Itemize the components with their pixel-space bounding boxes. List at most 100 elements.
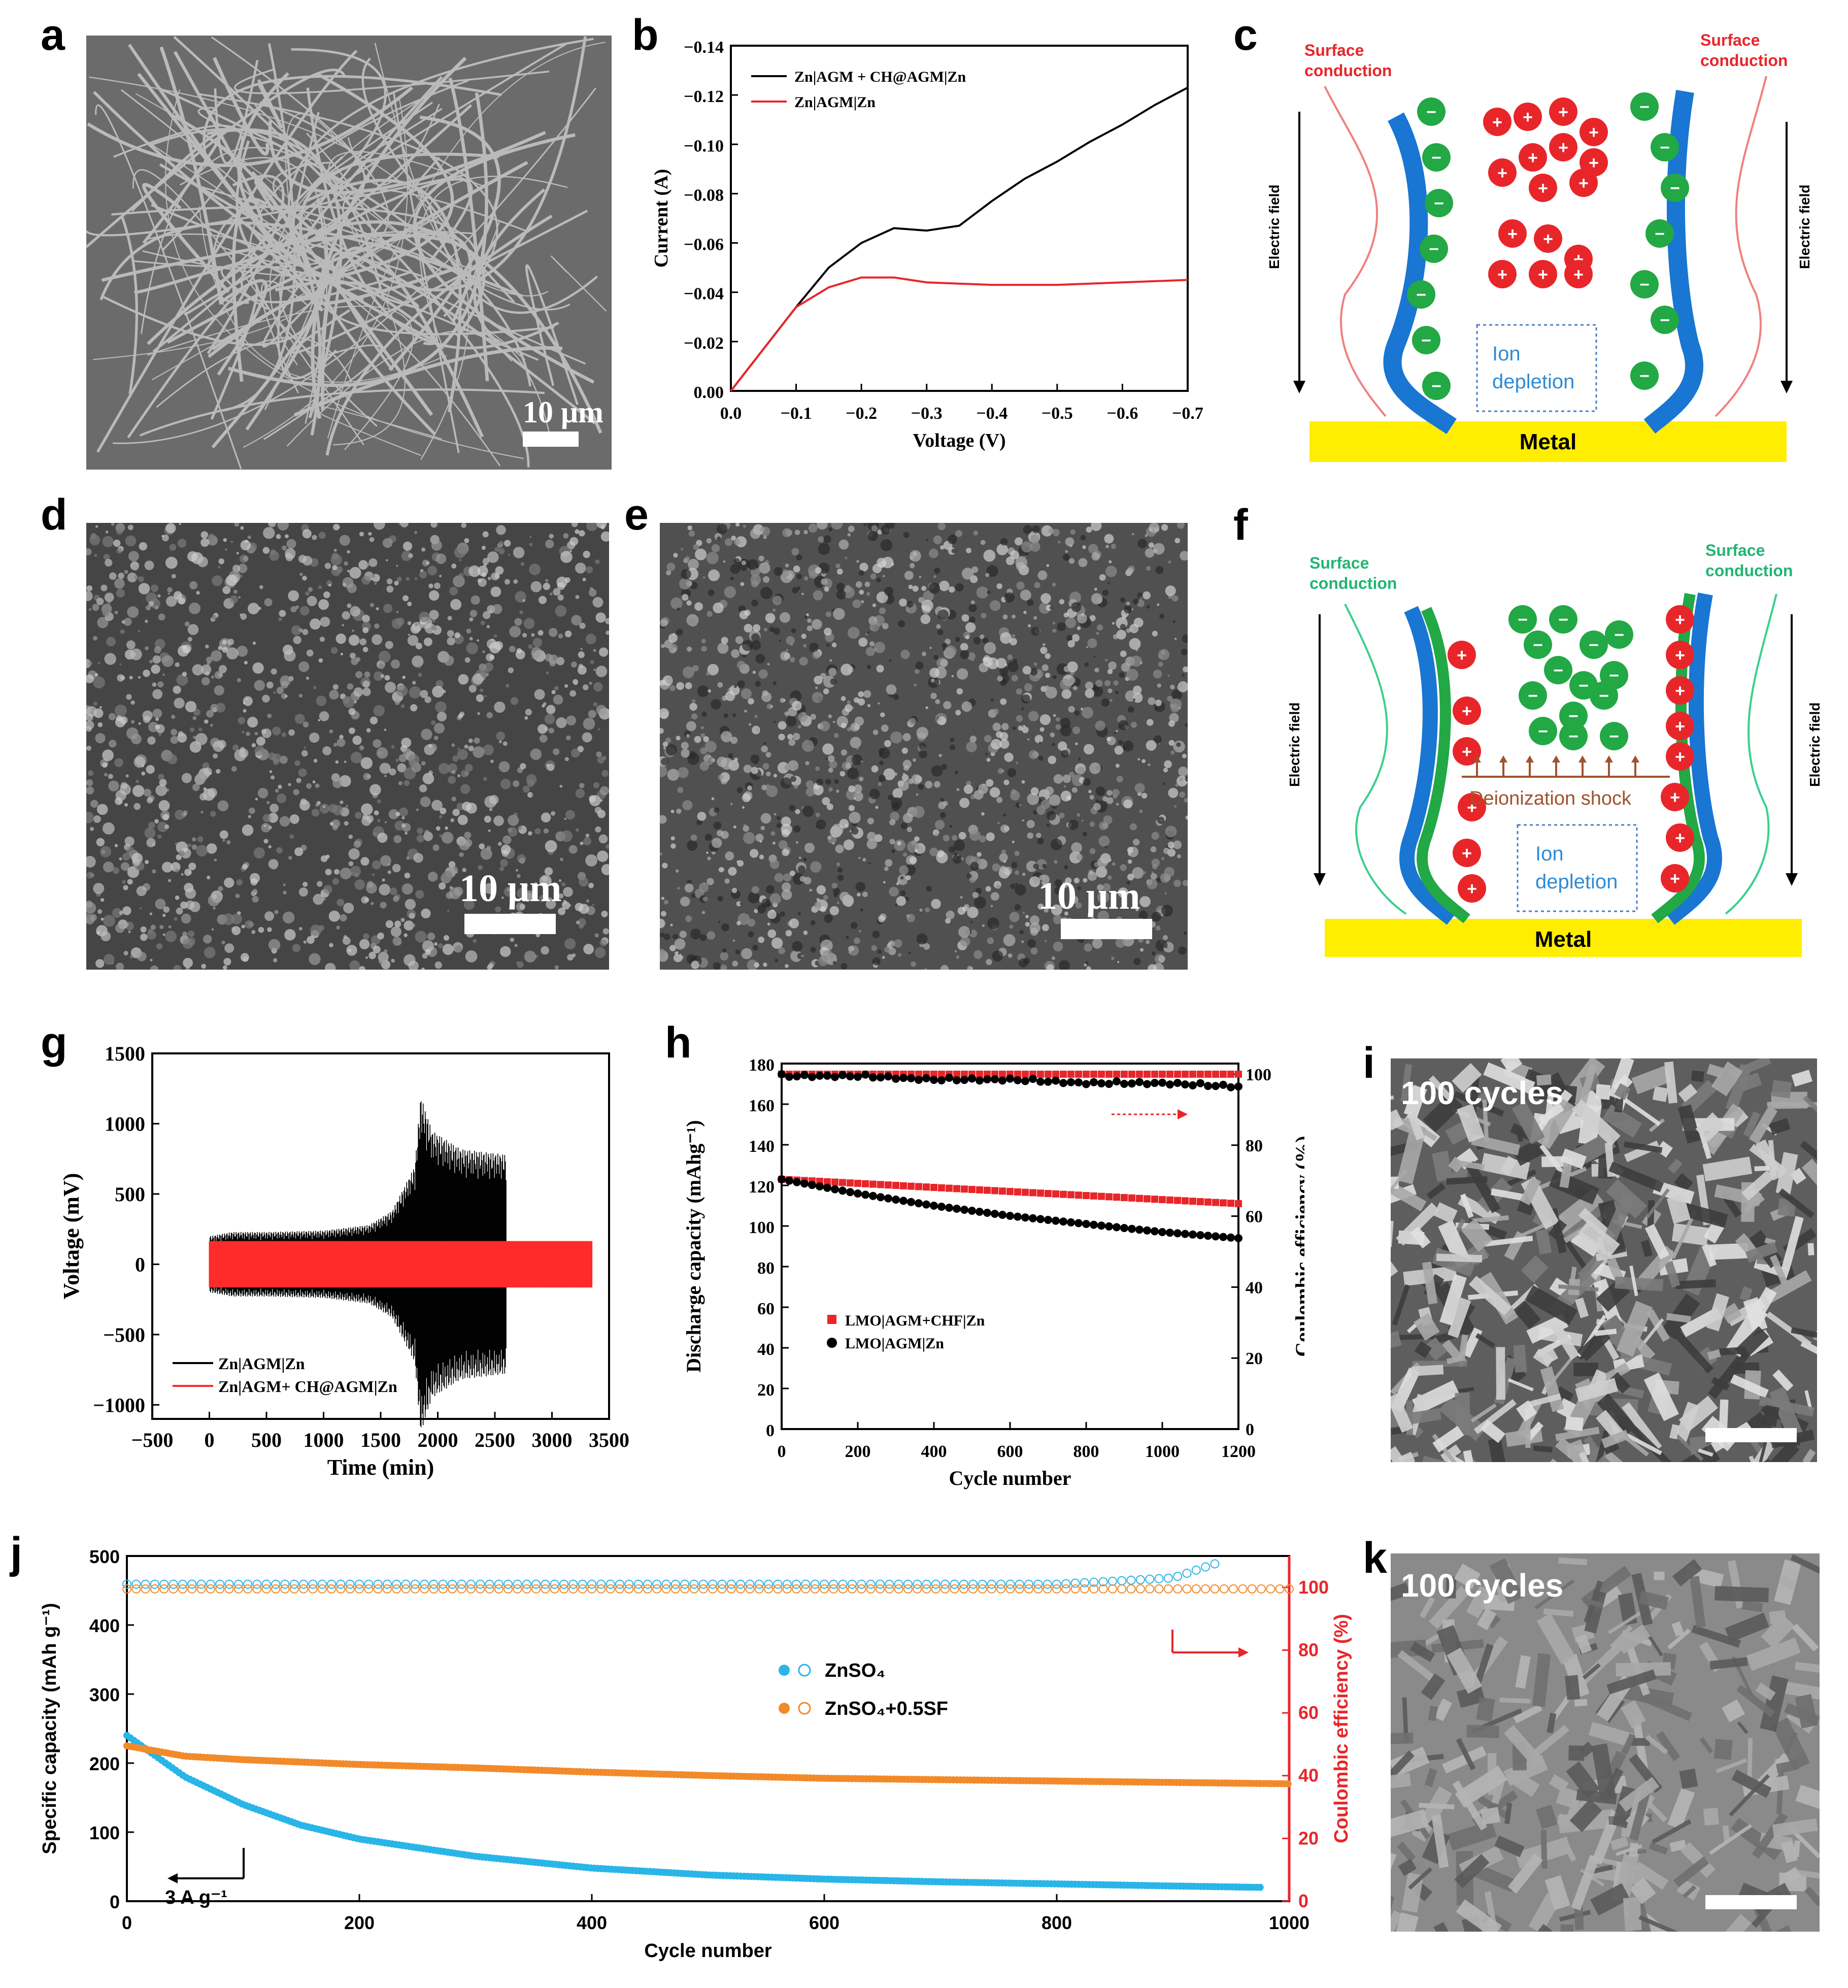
svg-text:+: + (1675, 646, 1685, 665)
x-tick-label: 1200 (1221, 1442, 1256, 1461)
svg-text:+: + (1462, 702, 1472, 721)
scale-label: 10 μm (459, 867, 561, 910)
cation (1514, 103, 1542, 131)
svg-text:+: + (1523, 108, 1533, 127)
svg-text:+: + (1497, 265, 1507, 284)
svg-text:+: + (1558, 103, 1568, 122)
surface-conduction-left-2: conduction (1304, 61, 1392, 80)
y2-tick-label: 20 (1298, 1828, 1319, 1848)
anion (1559, 702, 1588, 730)
legend-label: ZnSO₄+0.5SF (825, 1698, 948, 1719)
surface-flow-arrow-right (1715, 76, 1767, 417)
cation (1529, 260, 1557, 288)
x-tick-label: 600 (997, 1442, 1023, 1461)
svg-text:−: − (1639, 97, 1650, 117)
svg-text:−: − (1614, 625, 1624, 645)
anion (1651, 133, 1679, 161)
cation (1549, 97, 1577, 126)
y-tick-label: −0.14 (684, 38, 724, 57)
x-tick-label: 500 (251, 1429, 282, 1451)
svg-text:−: − (1670, 179, 1680, 198)
chart-h: 0 200 400 600 800 1000 1200 0 20 40 60 80 100 120 140 1… (680, 1033, 1314, 1505)
plot-frame (781, 1063, 1239, 1430)
panel-label-a: a (41, 11, 65, 59)
scale-bar (464, 914, 556, 934)
chart-j: 0 200 400 600 800 1000 0 100 200 300 400 500 Cycle n… (20, 1538, 1360, 1985)
svg-text:−: − (1434, 194, 1444, 213)
y2-tick-label: 20 (1246, 1349, 1263, 1368)
svg-text:+: + (1528, 148, 1538, 168)
y-axis-label: Specific capacity (mAh g⁻¹) (39, 1603, 60, 1854)
svg-text:−: − (1578, 676, 1589, 695)
efield-label-left: Electric field (1287, 702, 1302, 787)
efield-label-left: Electric field (1266, 184, 1282, 269)
svg-text:+: + (1492, 113, 1502, 132)
ion-depletion-label-1: Ion (1492, 343, 1521, 365)
right-channel-wall-blue (1665, 592, 1722, 925)
scale-label: 10 μm (523, 395, 603, 429)
y-tick-label: 0 (110, 1892, 120, 1912)
svg-text:−: − (1589, 636, 1599, 655)
svg-text:+: + (1543, 229, 1553, 249)
cycles-label: 100 cycles (1401, 1567, 1563, 1604)
anion (1661, 174, 1689, 202)
anion (1559, 722, 1588, 750)
svg-text:−: − (1568, 707, 1578, 726)
x-tick-label: −0.3 (911, 404, 943, 423)
svg-text:+: + (1573, 265, 1584, 284)
y2-tick-label: 60 (1246, 1208, 1263, 1227)
svg-text:−: − (1518, 610, 1528, 629)
x-tick-label: 2000 (418, 1429, 458, 1451)
ion-depletion-box (1476, 324, 1597, 412)
svg-text:−: − (1660, 138, 1670, 157)
ion-depletion-box (1517, 824, 1638, 912)
y2-tick-label: 60 (1298, 1702, 1319, 1723)
legend-label: Zn|AGM + CH@AGM|Zn (794, 69, 966, 85)
svg-text:−: − (1533, 636, 1543, 655)
x-tick-label: −0.5 (1041, 404, 1073, 423)
y-axis-label: Current (A) (651, 169, 672, 268)
sem-image-e: 10 μm (655, 517, 1191, 974)
left-channel-wall (1383, 112, 1457, 434)
y-axis-label: Voltage (mV) (59, 1173, 84, 1300)
svg-text:−: − (1609, 666, 1619, 685)
panel-label-k: k (1363, 1534, 1387, 1582)
anion (1630, 361, 1659, 390)
svg-text:−: − (1655, 224, 1665, 244)
svg-text:−: − (1639, 275, 1650, 294)
y-tick-label: 80 (757, 1259, 775, 1278)
panel-label-j: j (10, 1529, 22, 1577)
svg-text:−: − (1431, 148, 1441, 168)
y-tick-label: 120 (749, 1178, 775, 1197)
x-tick-label: 200 (845, 1442, 871, 1461)
legend-label: LMO|AGM+CHF|Zn (845, 1312, 985, 1329)
y-tick-label: −0.02 (684, 334, 724, 353)
svg-text:+: + (1670, 869, 1680, 888)
svg-text:−: − (1429, 240, 1439, 259)
anion (1420, 235, 1448, 263)
series-1 (122, 1584, 1294, 1787)
svg-text:+: + (1675, 681, 1685, 701)
y-tick-label: 60 (757, 1300, 775, 1318)
x-tick-label: 3000 (532, 1429, 573, 1451)
y-tick-label: −0.12 (684, 87, 724, 106)
ion-depletion-label-1: Ion (1535, 843, 1564, 865)
cation (1453, 839, 1481, 867)
left-channel-wall-blue (1399, 606, 1457, 925)
chart-g: −500 0 500 1000 1500 2000 2500 3000 3500 Time (mi… (56, 1033, 650, 1505)
svg-text:+: + (1558, 138, 1568, 157)
cation (1529, 174, 1557, 202)
y-tick-label: 180 (749, 1056, 775, 1075)
x-tick-label: 0 (205, 1429, 215, 1451)
svg-text:−: − (1426, 103, 1436, 122)
cation (1458, 874, 1486, 903)
deionization-shock-label: Deionization shock (1469, 788, 1632, 809)
x-tick-label: 800 (1073, 1442, 1099, 1461)
metal-label: Metal (1520, 429, 1576, 454)
svg-text:+: + (1675, 610, 1685, 629)
y-tick-label: −0.04 (684, 285, 724, 304)
y2-tick-label: 100 (1246, 1066, 1271, 1084)
x-tick-label: 1000 (304, 1429, 344, 1451)
y-tick-label: −0.10 (684, 137, 724, 155)
svg-text:−: − (1528, 686, 1538, 706)
